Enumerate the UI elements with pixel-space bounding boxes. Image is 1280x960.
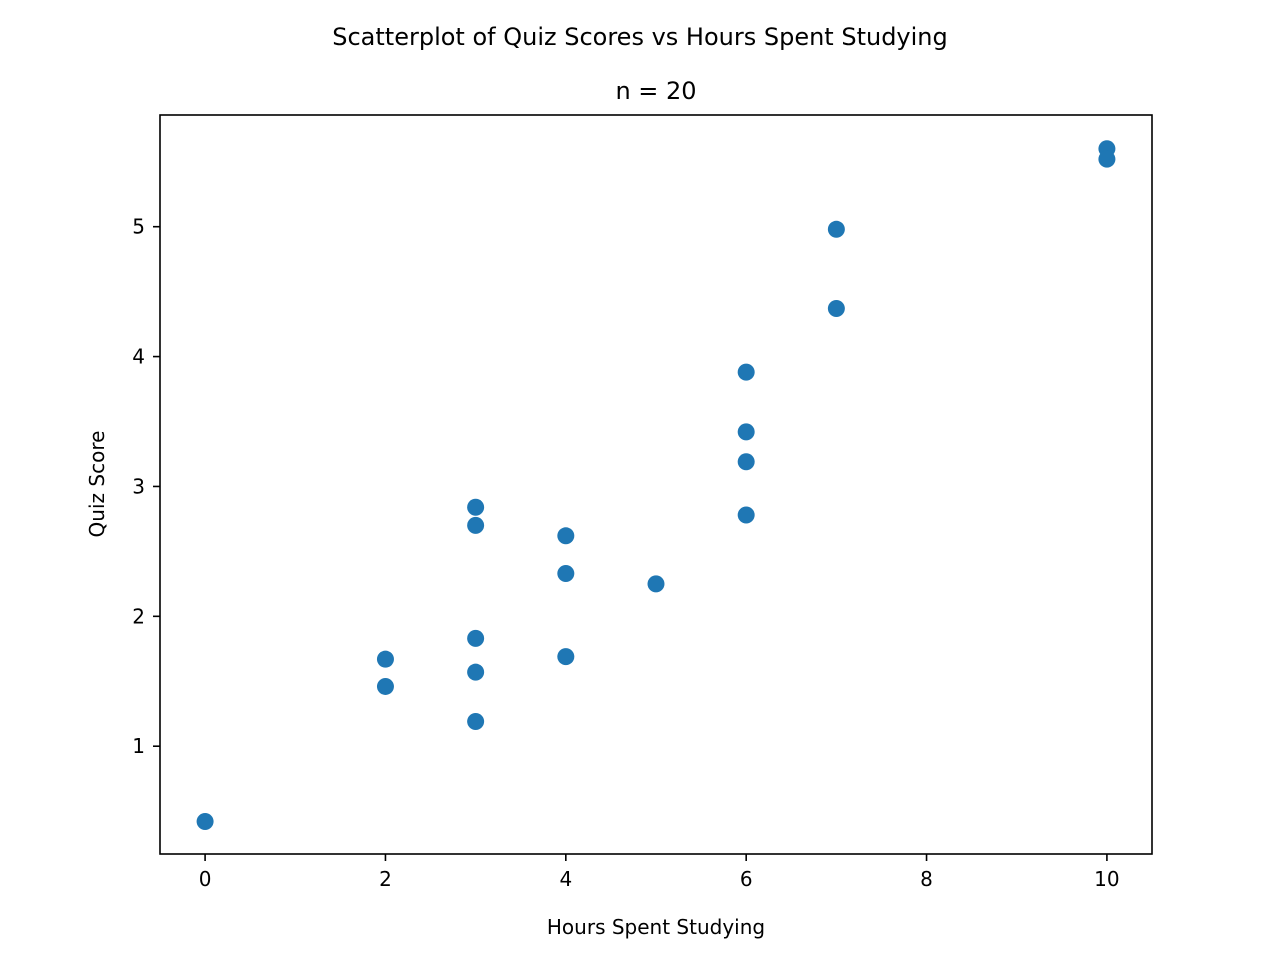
data-point	[376, 650, 394, 668]
data-point	[737, 363, 755, 381]
axes-frame	[159, 114, 1153, 855]
data-point	[737, 453, 755, 471]
x-tick-label: 10	[1094, 867, 1119, 891]
data-point	[737, 506, 755, 524]
data-point	[467, 713, 485, 731]
x-tick-label: 8	[920, 867, 933, 891]
chart-title: n = 20	[615, 77, 696, 105]
y-axis-label: Quiz Score	[85, 431, 109, 538]
x-tick-label: 0	[199, 867, 212, 891]
y-tick-label: 5	[132, 215, 145, 239]
y-tick-label: 3	[132, 474, 145, 498]
data-point	[827, 300, 845, 318]
data-point	[196, 813, 214, 831]
data-point	[557, 527, 575, 545]
x-axis-ticks: 0 2 4 6 8 10	[199, 854, 1120, 891]
data-point	[467, 629, 485, 647]
data-point	[557, 648, 575, 666]
y-axis-ticks: 1 2 3 4 5	[132, 215, 160, 758]
data-points	[196, 140, 1116, 831]
data-point	[827, 220, 845, 238]
x-tick-label: 4	[559, 867, 572, 891]
chart-suptitle: Scatterplot of Quiz Scores vs Hours Spen…	[332, 23, 948, 51]
x-tick-label: 2	[379, 867, 392, 891]
data-point	[467, 663, 485, 681]
y-tick-label: 2	[132, 604, 145, 628]
data-point	[737, 423, 755, 441]
data-point	[376, 677, 394, 695]
data-point	[647, 575, 665, 593]
data-point	[557, 564, 575, 582]
x-axis-label: Hours Spent Studying	[547, 915, 765, 939]
data-point	[1098, 150, 1116, 168]
y-tick-label: 4	[132, 345, 145, 369]
data-point	[467, 516, 485, 534]
x-tick-label: 6	[740, 867, 753, 891]
y-tick-label: 1	[132, 734, 145, 758]
data-point	[467, 498, 485, 516]
